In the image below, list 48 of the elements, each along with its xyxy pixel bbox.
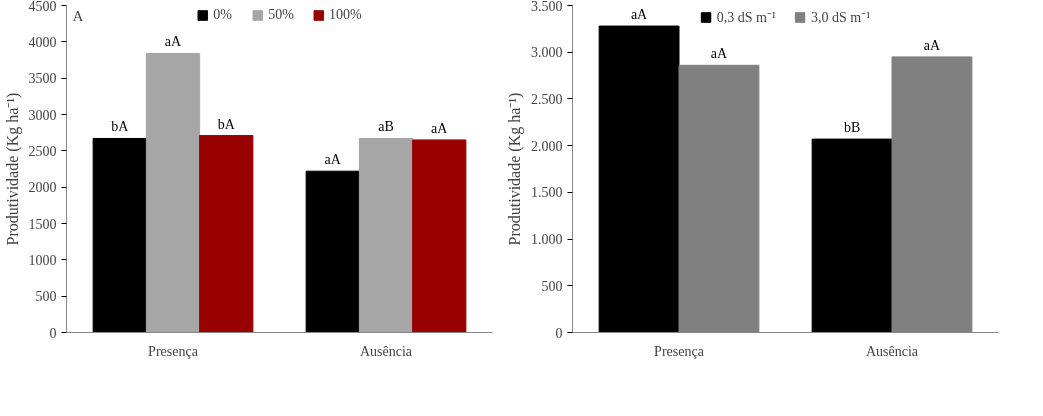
y-tick-label: 2.000 — [531, 138, 563, 154]
y-tick-label: 1.500 — [531, 185, 563, 201]
y-tick-label: 3.000 — [531, 45, 563, 61]
x-tick-label: Ausência — [865, 343, 919, 359]
bar — [811, 138, 893, 333]
bar — [305, 170, 360, 333]
y-tick-label: 1000 — [28, 252, 57, 268]
x-tick-label: Ausência — [359, 343, 413, 359]
y-tick-label: 0 — [555, 325, 563, 341]
bar — [92, 137, 147, 333]
y-tick-label: 3000 — [28, 107, 57, 123]
bar — [412, 139, 467, 333]
annotation: A — [72, 7, 84, 24]
y-tick-label: 0 — [49, 325, 57, 341]
data-label: aA — [324, 152, 342, 168]
y-axis-title: Produtividade (Kg ha⁻¹) — [3, 92, 22, 246]
y-tick-label: 500 — [541, 278, 563, 294]
legend-label: 0,3 dS m⁻¹ — [716, 9, 776, 26]
data-label: aA — [923, 37, 941, 53]
bar — [598, 25, 680, 333]
data-label: aA — [164, 34, 183, 50]
y-tick-label: 2.500 — [531, 91, 563, 107]
legend-label: 50% — [268, 7, 294, 23]
x-tick-label: Presença — [654, 343, 705, 359]
data-label: bB — [843, 120, 861, 136]
data-label: aA — [630, 7, 649, 23]
legend-label: 3,0 dS m⁻¹ — [811, 9, 871, 26]
legend-label: 100% — [329, 7, 362, 23]
y-tick-label: 500 — [35, 289, 57, 305]
legend-label: 0% — [213, 7, 233, 23]
y-tick-label: 1.000 — [531, 232, 563, 248]
y-tick-label: 2000 — [28, 180, 57, 196]
y-tick-label: 3500 — [28, 71, 57, 87]
x-tick-label: Presença — [148, 343, 199, 359]
y-tick-label: 4500 — [28, 0, 57, 14]
bar — [358, 137, 414, 333]
y-tick-label: 2500 — [28, 143, 57, 159]
data-label: bA — [217, 116, 236, 132]
data-label: aB — [378, 119, 394, 135]
y-tick-label: 4000 — [28, 34, 57, 50]
data-label: aA — [710, 46, 728, 62]
bar — [199, 135, 254, 333]
y-axis-title: Produtividade (Kg ha⁻¹) — [506, 92, 524, 246]
y-tick-label: 1500 — [28, 216, 57, 232]
bar — [145, 52, 201, 333]
data-label: aA — [431, 120, 449, 136]
data-label: bA — [111, 119, 130, 135]
y-tick-label: 3.500 — [531, 0, 563, 14]
